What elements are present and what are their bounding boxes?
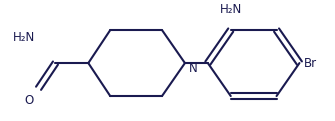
Text: Br: Br [304,57,317,70]
Text: N: N [189,62,198,75]
Text: H₂N: H₂N [220,4,242,16]
Text: H₂N: H₂N [13,31,35,44]
Text: O: O [24,94,33,107]
